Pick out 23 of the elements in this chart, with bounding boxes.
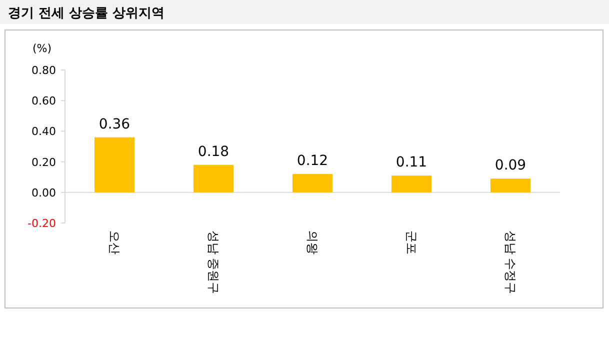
data-label: 0.09 [494,158,526,174]
x-tick-label: 군포 [404,230,418,254]
chart-title: 경기 전세 상승률 상위지역 [8,6,165,21]
bar [292,174,332,192]
x-tick-label: 오산 [108,230,122,254]
y-tick-label: 0.00 [32,186,56,200]
bar [490,178,530,192]
bar [194,164,234,192]
y-axis-title: (%) [32,42,52,55]
y-tick-label: 0.80 [32,64,56,77]
data-label: 0.12 [296,153,328,170]
y-tick-label: -0.20 [28,217,56,230]
y-tick-label: 0.20 [32,156,56,169]
x-tick-label: 성남 수정구 [504,230,518,294]
x-tick-label: 성남 중원구 [206,230,220,294]
y-tick-label: 0.60 [32,94,56,108]
bar [392,176,432,192]
bar [94,137,134,192]
y-tick-label: 0.40 [32,125,56,138]
x-tick-label: 의왕 [306,230,320,254]
data-label: 0.36 [98,116,130,132]
data-label: 0.11 [396,154,428,171]
data-label: 0.18 [198,144,230,160]
